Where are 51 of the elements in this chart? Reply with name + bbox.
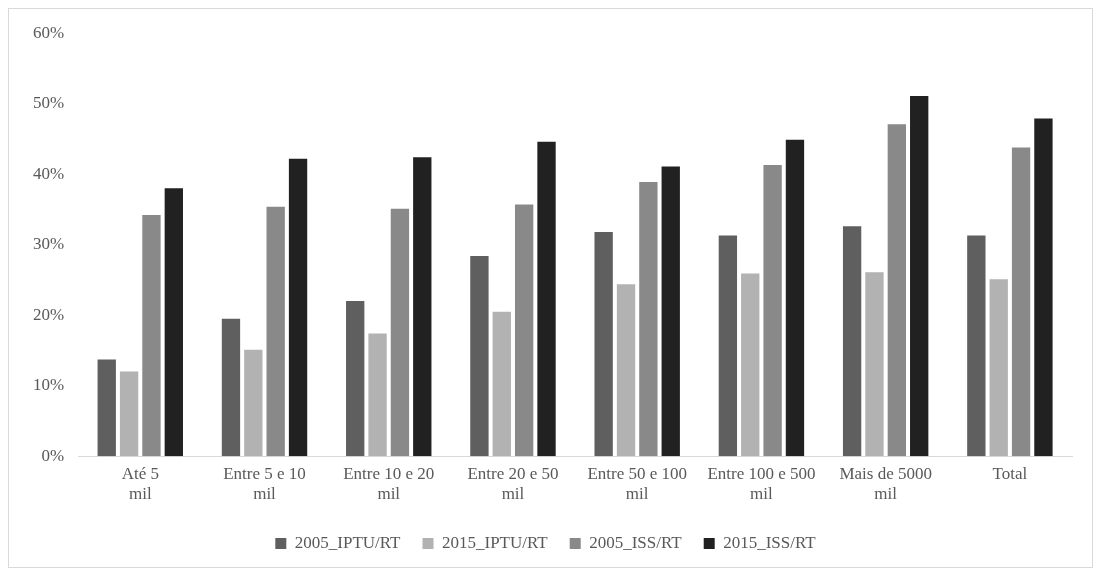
bar — [1011, 147, 1031, 457]
bar — [718, 235, 738, 457]
bar — [865, 272, 884, 457]
bar — [967, 235, 986, 457]
bar — [639, 181, 658, 457]
bar — [470, 255, 489, 457]
bar — [763, 165, 782, 457]
bar — [346, 301, 365, 457]
legend-label: 2005_IPTU/RT — [294, 532, 402, 552]
bar — [413, 157, 432, 457]
y-tick-label: 60% — [32, 22, 65, 42]
bar — [594, 232, 613, 457]
x-tick-label: Entre 100 e 500 mil — [707, 463, 816, 504]
legend-label: 2005_ISS/RT — [589, 532, 683, 552]
bar — [537, 141, 556, 457]
bar — [244, 349, 263, 457]
y-tick-label: 20% — [32, 304, 65, 324]
legend-label: 2015_ISS/RT — [723, 532, 817, 552]
bar — [785, 139, 805, 457]
y-tick-label: 30% — [32, 234, 65, 254]
bar — [221, 318, 241, 457]
bar — [661, 166, 680, 457]
bar — [514, 204, 534, 457]
bar — [492, 311, 511, 457]
bar — [142, 215, 161, 457]
x-tick-label: Entre 5 e 10 mil — [223, 463, 306, 504]
bar — [368, 333, 387, 457]
bar — [119, 371, 139, 457]
bar — [989, 279, 1008, 457]
bar — [741, 273, 760, 457]
bar — [390, 208, 410, 457]
x-tick-label: Entre 50 e 100 mil — [587, 463, 687, 504]
bar — [616, 284, 636, 457]
x-tick-label: Total — [992, 463, 1028, 483]
y-tick-label: 0% — [41, 445, 65, 465]
bar — [887, 124, 906, 457]
x-tick-label: Mais de 5000 mil — [839, 463, 932, 504]
legend-label: 2015_IPTU/RT — [442, 532, 549, 552]
y-tick-label: 10% — [32, 375, 65, 395]
bar — [910, 95, 929, 457]
y-tick-label: 50% — [32, 93, 65, 113]
y-tick-label: 40% — [32, 163, 65, 183]
bar — [266, 206, 285, 457]
bar — [842, 226, 862, 457]
bar — [97, 359, 116, 457]
bar — [164, 188, 183, 457]
bar — [288, 158, 308, 457]
x-tick-label: Entre 10 e 20 mil — [343, 463, 435, 504]
x-tick-label: Entre 20 e 50 mil — [467, 463, 559, 504]
x-tick-label: Até 5 mil — [121, 463, 159, 504]
bar — [1034, 118, 1053, 457]
